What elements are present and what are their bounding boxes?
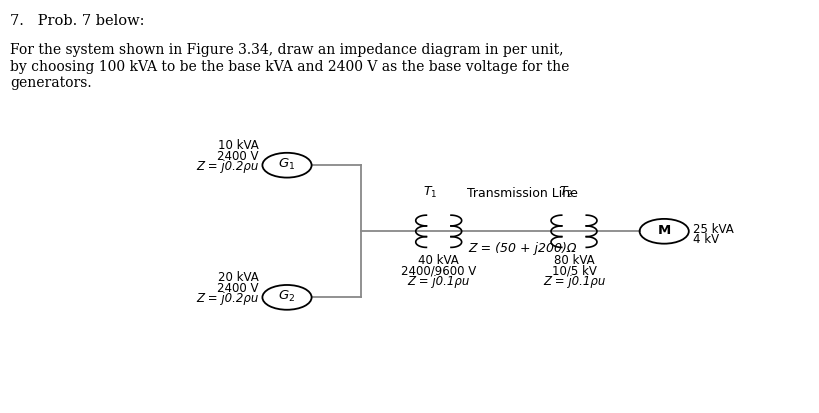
Text: 40 kVA: 40 kVA (418, 254, 459, 267)
Text: 2400 V: 2400 V (216, 282, 258, 294)
Text: 2400 V: 2400 V (216, 150, 258, 162)
Text: For the system shown in Figure 3.34, draw an impedance diagram in per unit,: For the system shown in Figure 3.34, dra… (10, 43, 563, 57)
Text: generators.: generators. (10, 76, 92, 90)
Text: 10 kVA: 10 kVA (217, 139, 258, 152)
Text: Z = j0.1ρu: Z = j0.1ρu (542, 275, 604, 287)
Text: $T_1$: $T_1$ (423, 185, 437, 200)
Text: Z = j0.1ρu: Z = j0.1ρu (407, 275, 469, 287)
Text: 10/5 kV: 10/5 kV (551, 264, 595, 277)
Text: Z = (50 + j200)Ω: Z = (50 + j200)Ω (468, 242, 577, 254)
Text: 4 kV: 4 kV (692, 233, 718, 246)
Text: 20 kVA: 20 kVA (217, 271, 258, 284)
Text: by choosing 100 kVA to be the base kVA and 2400 V as the base voltage for the: by choosing 100 kVA to be the base kVA a… (10, 60, 568, 74)
Text: $T_2$: $T_2$ (558, 185, 572, 200)
Text: Z = j0.2ρu: Z = j0.2ρu (196, 160, 258, 173)
Text: 80 kVA: 80 kVA (553, 254, 594, 267)
Text: $G_{2}$: $G_{2}$ (278, 289, 295, 304)
Text: 2400/9600 V: 2400/9600 V (400, 264, 476, 277)
Text: M: M (657, 223, 670, 237)
Text: 7.   Prob. 7 below:: 7. Prob. 7 below: (10, 14, 144, 28)
Text: Z = j0.2ρu: Z = j0.2ρu (196, 292, 258, 305)
Text: 25 kVA: 25 kVA (692, 223, 733, 236)
Text: Transmission Line: Transmission Line (467, 188, 577, 200)
Text: $G_{1}$: $G_{1}$ (278, 157, 296, 171)
